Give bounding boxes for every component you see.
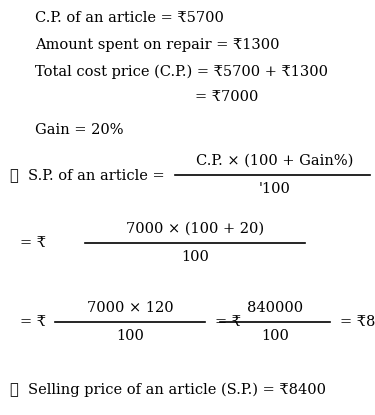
- Text: ∴  S.P. of an article =: ∴ S.P. of an article =: [10, 168, 165, 182]
- Text: 840000: 840000: [247, 301, 303, 315]
- Text: C.P. × (100 + Gain%): C.P. × (100 + Gain%): [196, 154, 354, 168]
- Text: = ₹: = ₹: [215, 315, 241, 329]
- Text: 100: 100: [181, 250, 209, 264]
- Text: Amount spent on repair = ₹1300: Amount spent on repair = ₹1300: [35, 38, 279, 52]
- Text: Gain = 20%: Gain = 20%: [35, 123, 123, 137]
- Text: = ₹8400: = ₹8400: [340, 315, 375, 329]
- Text: 7000 × 120: 7000 × 120: [87, 301, 173, 315]
- Text: 7000 × (100 + 20): 7000 × (100 + 20): [126, 222, 264, 236]
- Text: = ₹: = ₹: [20, 315, 46, 329]
- Text: = ₹: = ₹: [20, 236, 46, 250]
- Text: '100: '100: [259, 182, 291, 196]
- Text: ∴  Selling price of an article (S.P.) = ₹8400: ∴ Selling price of an article (S.P.) = ₹…: [10, 383, 326, 397]
- Text: C.P. of an article = ₹5700: C.P. of an article = ₹5700: [35, 11, 224, 25]
- Text: 100: 100: [116, 329, 144, 343]
- Text: 100: 100: [261, 329, 289, 343]
- Text: = ₹7000: = ₹7000: [195, 90, 258, 104]
- Text: Total cost price (C.P.) = ₹5700 + ₹1300: Total cost price (C.P.) = ₹5700 + ₹1300: [35, 65, 328, 79]
